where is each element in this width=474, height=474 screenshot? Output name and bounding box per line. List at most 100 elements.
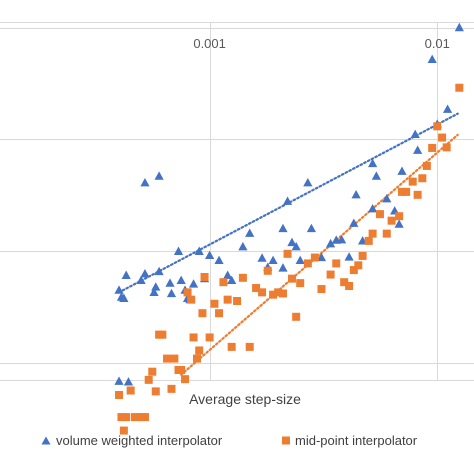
square-point: [163, 354, 172, 363]
square-point: [205, 333, 214, 342]
triangle-point: [287, 237, 297, 247]
square-point: [382, 229, 391, 238]
square-point: [177, 365, 186, 374]
square-point: [283, 249, 292, 258]
triangle-point: [223, 270, 233, 279]
triangle-point: [140, 268, 150, 278]
legend-square-marker: [282, 436, 290, 445]
triangle-point: [303, 177, 313, 187]
triangle-point: [194, 246, 204, 255]
gridlines: [0, 22, 474, 380]
triangle-point: [394, 219, 404, 228]
square-point: [326, 270, 335, 279]
square-point: [364, 236, 373, 245]
triangle-point: [349, 218, 359, 227]
triangle-point: [119, 293, 129, 302]
square-point: [303, 259, 312, 268]
square-point: [119, 426, 128, 435]
square-point: [187, 295, 196, 304]
triangle-point: [227, 275, 237, 284]
triangle-point: [257, 253, 267, 262]
square-point: [192, 354, 201, 363]
triangle-point: [344, 252, 354, 261]
triangle-point: [278, 263, 288, 272]
square-point: [252, 284, 261, 293]
triangle-point: [397, 166, 407, 175]
triangle-point: [114, 376, 124, 385]
square-point: [287, 274, 296, 283]
square-point: [274, 288, 283, 297]
triangle-point: [188, 279, 199, 288]
square-point: [183, 288, 192, 297]
legend-triangle-marker: [41, 436, 51, 445]
triangle-point: [278, 223, 288, 233]
triangle-point: [306, 223, 317, 233]
triangle-point: [166, 288, 177, 298]
square-point: [354, 261, 363, 270]
legend: volume weighted interpolator mid-point i…: [41, 433, 418, 448]
square-point: [368, 229, 377, 238]
square-point: [442, 143, 451, 152]
square-point: [148, 367, 157, 376]
square-point: [215, 309, 224, 318]
square-point: [345, 282, 354, 291]
square-point: [398, 187, 407, 196]
triangle-point: [351, 190, 361, 199]
square-point: [227, 342, 236, 351]
triangle-point: [214, 255, 224, 264]
x-axis-title: Average step-size: [189, 391, 301, 407]
square-point: [438, 133, 447, 142]
square-point: [428, 143, 437, 152]
triangle-point: [154, 171, 164, 180]
triangle-point: [382, 193, 392, 203]
square-point: [158, 330, 167, 339]
triangle-point: [245, 228, 255, 237]
triangle-point: [454, 22, 464, 32]
triangle-point: [371, 171, 381, 180]
trendlines: [117, 112, 459, 376]
square-point: [223, 295, 232, 304]
triangle-point: [337, 234, 347, 244]
triangle-point: [295, 255, 305, 264]
square-point: [358, 251, 367, 260]
square-point: [310, 253, 319, 262]
triangle-point: [268, 255, 278, 264]
square-point: [219, 278, 228, 287]
triangle-point: [291, 241, 301, 251]
square-point: [413, 190, 422, 199]
triangle-point: [136, 275, 146, 284]
legend-item-mid-point: mid-point interpolator: [282, 433, 418, 448]
square-point: [140, 413, 149, 422]
triangle-point: [123, 377, 134, 386]
x-axis-tick-labels: 0.001 0.01: [193, 36, 450, 51]
triangle-point: [140, 177, 150, 187]
triangle-point: [149, 287, 159, 296]
square-point: [189, 333, 198, 342]
square-point: [278, 289, 287, 298]
square-point: [126, 386, 135, 395]
triangle-point: [176, 275, 186, 284]
triangle-point: [121, 270, 131, 279]
square-point: [258, 288, 267, 297]
square-point: [170, 354, 179, 363]
triangle-point: [205, 250, 215, 259]
triangle-point: [326, 238, 336, 248]
square-point: [292, 312, 301, 321]
square-point: [418, 174, 427, 183]
square-point: [245, 342, 254, 351]
triangle-point: [173, 246, 184, 255]
square-point: [130, 413, 139, 422]
square-point: [422, 161, 431, 170]
legend-item-volume-weighted: volume weighted interpolator: [41, 433, 223, 448]
square-point: [402, 187, 411, 196]
square-point: [144, 375, 153, 384]
square-point: [117, 413, 126, 422]
square-point: [263, 266, 272, 275]
triangle-point: [165, 278, 175, 287]
triangle-point: [114, 285, 124, 294]
square-point: [238, 273, 247, 282]
square-point: [455, 83, 464, 92]
square-point: [269, 290, 278, 299]
square-point: [233, 296, 242, 305]
